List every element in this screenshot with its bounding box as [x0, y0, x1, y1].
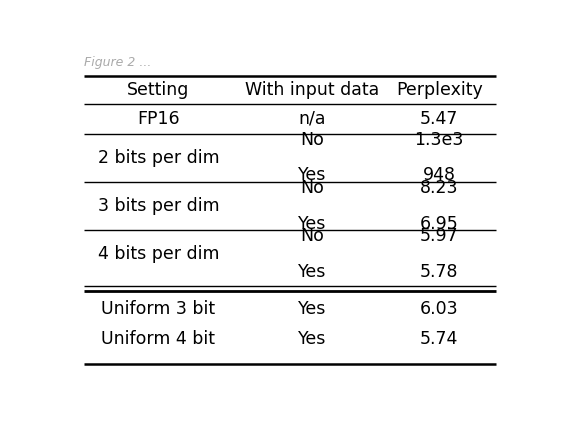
Text: No: No	[300, 179, 324, 197]
Text: 4 bits per dim: 4 bits per dim	[98, 245, 219, 263]
Text: Uniform 3 bit: Uniform 3 bit	[101, 300, 216, 318]
Text: No: No	[300, 227, 324, 245]
Text: 5.47: 5.47	[420, 110, 458, 128]
Text: Yes: Yes	[298, 300, 326, 318]
Text: 2 bits per dim: 2 bits per dim	[98, 149, 219, 166]
Text: 5.74: 5.74	[420, 330, 458, 348]
Text: 5.78: 5.78	[420, 263, 458, 281]
Text: 6.03: 6.03	[420, 300, 458, 318]
Text: 5.97: 5.97	[420, 227, 458, 245]
Text: Perplexity: Perplexity	[396, 81, 483, 99]
Text: Setting: Setting	[127, 81, 190, 99]
Text: Figure 2 ...: Figure 2 ...	[84, 56, 151, 69]
Text: Yes: Yes	[298, 263, 326, 281]
Text: 948: 948	[423, 166, 456, 185]
Text: n/a: n/a	[298, 110, 326, 128]
Text: With input data: With input data	[245, 81, 379, 99]
Text: 3 bits per dim: 3 bits per dim	[98, 197, 219, 215]
Text: 8.23: 8.23	[420, 179, 458, 197]
Text: 1.3e3: 1.3e3	[414, 131, 464, 149]
Text: Uniform 4 bit: Uniform 4 bit	[101, 330, 216, 348]
Text: FP16: FP16	[137, 110, 180, 128]
Text: Yes: Yes	[298, 215, 326, 232]
Text: 6.95: 6.95	[420, 215, 458, 232]
Text: Yes: Yes	[298, 166, 326, 185]
Text: No: No	[300, 131, 324, 149]
Text: Yes: Yes	[298, 330, 326, 348]
